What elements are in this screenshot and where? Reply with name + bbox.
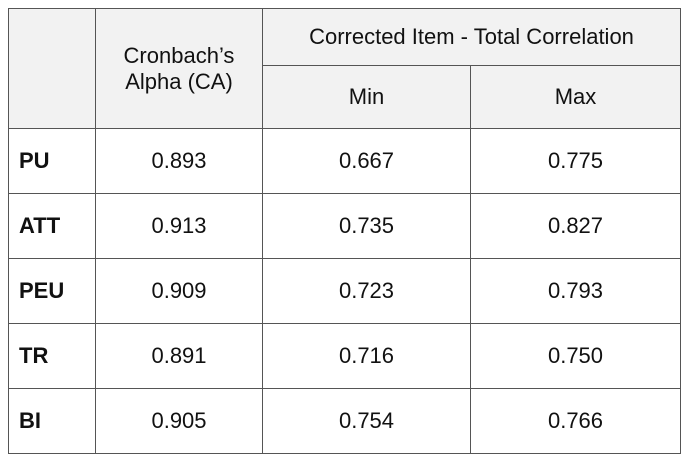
value-cell: 0.775: [470, 128, 681, 194]
reliability-table: Cronbach’s Alpha (CA) Corrected Item - T…: [8, 8, 681, 454]
value-cell: 0.827: [470, 193, 681, 259]
value-cell: 0.723: [262, 258, 471, 324]
header-cell: Cronbach’s Alpha (CA): [95, 8, 263, 129]
value-cell: 0.716: [262, 323, 471, 389]
header-cell: Corrected Item - Total Correlation: [262, 8, 681, 66]
table-row: BI 0.905 0.754 0.766: [8, 388, 681, 454]
value-cell: 0.735: [262, 193, 471, 259]
row-label: TR: [8, 323, 96, 389]
header-row: Min Max: [9, 65, 681, 129]
value-cell: 0.667: [262, 128, 471, 194]
value-cell: 0.750: [470, 323, 681, 389]
table-row: TR 0.891 0.716 0.750: [8, 323, 681, 389]
value-cell: 0.766: [470, 388, 681, 454]
table-body: PU 0.893 0.667 0.775 ATT 0.913 0.735 0.827 PEU 0.…: [8, 128, 681, 454]
value-cell: 0.754: [262, 388, 471, 454]
row-label: PEU: [8, 258, 96, 324]
table-row: PU 0.893 0.667 0.775: [8, 128, 681, 194]
row-label: PU: [8, 128, 96, 194]
value-cell: 0.793: [470, 258, 681, 324]
row-label: ATT: [8, 193, 96, 259]
header-cell: Max: [470, 65, 681, 129]
table-row: ATT 0.913 0.735 0.827: [8, 193, 681, 259]
value-cell: 0.893: [95, 128, 263, 194]
value-cell: 0.909: [95, 258, 263, 324]
value-cell: 0.913: [95, 193, 263, 259]
row-label: BI: [8, 388, 96, 454]
value-cell: 0.891: [95, 323, 263, 389]
header-row: Cronbach’s Alpha (CA) Corrected Item - T…: [8, 8, 681, 129]
header-cell: Min: [262, 65, 471, 129]
table-row: PEU 0.909 0.723 0.793: [8, 258, 681, 324]
corner-cell: [8, 8, 96, 129]
value-cell: 0.905: [95, 388, 263, 454]
table-header: Cronbach’s Alpha (CA) Corrected Item - T…: [8, 8, 681, 129]
